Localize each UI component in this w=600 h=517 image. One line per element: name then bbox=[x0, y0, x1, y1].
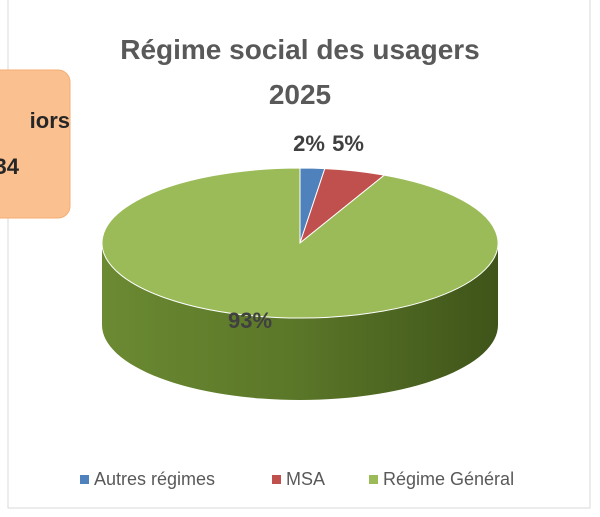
legend-swatch bbox=[369, 475, 378, 484]
data-label: 2% bbox=[293, 131, 325, 156]
legend-swatch bbox=[272, 475, 281, 484]
data-label: 93% bbox=[228, 308, 272, 333]
legend-swatch bbox=[80, 475, 89, 484]
pie-slice bbox=[101, 167, 499, 319]
legend-label: MSA bbox=[286, 469, 325, 489]
callout-box bbox=[0, 69, 71, 219]
pie-side bbox=[102, 243, 498, 400]
data-label: 5% bbox=[332, 131, 364, 156]
legend-label: Régime Général bbox=[383, 469, 514, 489]
legend-label: Autres régimes bbox=[94, 469, 215, 489]
chart-title: Régime social des usagers 2025 bbox=[120, 34, 480, 110]
callout-text: iors bbox=[30, 108, 70, 133]
callout-text: 34 bbox=[0, 154, 20, 179]
